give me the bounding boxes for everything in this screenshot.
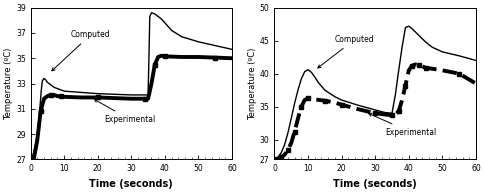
Text: Computed: Computed <box>52 30 110 71</box>
Text: Experimental: Experimental <box>368 113 436 137</box>
X-axis label: Time (seconds): Time (seconds) <box>333 179 416 189</box>
Text: Computed: Computed <box>317 35 374 68</box>
Text: Experimental: Experimental <box>94 99 155 124</box>
X-axis label: Time (seconds): Time (seconds) <box>89 179 173 189</box>
Y-axis label: Temperature (ºC): Temperature (ºC) <box>4 47 13 120</box>
Y-axis label: Temperature (ºC): Temperature (ºC) <box>247 47 257 120</box>
